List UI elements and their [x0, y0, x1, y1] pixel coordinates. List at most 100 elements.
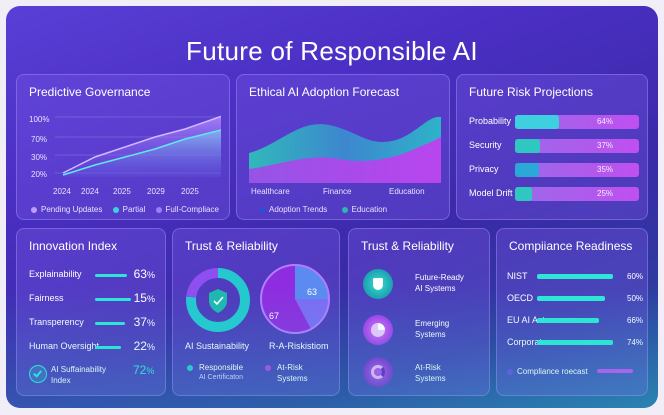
risk-value: 35% [597, 165, 614, 174]
legend-label-1a: Responsible [199, 363, 244, 372]
y-tick: 70% [31, 135, 48, 144]
item-label: AI Systems [415, 284, 456, 293]
footer-bar [597, 369, 633, 373]
innovation-bar [95, 322, 125, 325]
innovation-label: Explainability [29, 269, 82, 279]
legend-dot [31, 206, 37, 213]
x-tick: Healthcare [251, 187, 290, 196]
line-series-upper [62, 115, 221, 174]
innovation-bar [95, 274, 127, 277]
card-risk-projections: Future Risk Projections Probability 64% Se… [456, 74, 648, 220]
innovation-unit: % [146, 270, 155, 280]
dashboard-frame: Future of Responsible AI Predictive Gove… [6, 6, 658, 408]
legend-dot [112, 206, 119, 213]
card-heading: Predictive Governance [29, 85, 151, 99]
risk-pie-chart: 63 67 [260, 264, 330, 334]
compliance-bar [537, 274, 613, 279]
card-heading: Innovation Index [29, 239, 118, 253]
x-tick: Finance [323, 187, 352, 196]
risk-label: Privacy [469, 164, 499, 174]
x-tick: Education [389, 187, 425, 196]
donut-icon [371, 365, 385, 379]
risk-value: 25% [597, 189, 614, 198]
card-heading: Trust & Reliability [185, 239, 278, 253]
legend-label-2a: At-Risk [277, 363, 303, 372]
item-label: Emerging [415, 319, 450, 328]
x-tick: 2029 [147, 187, 165, 196]
risk-bar-fill [515, 139, 540, 153]
legend-label: Pending Updates [41, 205, 103, 214]
y-tick: 20% [31, 170, 48, 179]
card-heading: Trust & Reliability [361, 239, 454, 253]
pie-slice [295, 265, 329, 299]
legend-label: Education [351, 205, 388, 214]
risk-bar-track [515, 187, 639, 201]
pie-slice [295, 299, 329, 329]
legend-label-2b: Systems [277, 374, 308, 383]
compliance-label: Corporate [507, 337, 548, 347]
card-compliance-readiness: Compiiance Readiness NIST 60% OECD 50% EU AI… [496, 228, 648, 396]
legend-dot [341, 206, 348, 213]
area-series-lower [63, 130, 221, 177]
card-heading: Future Risk Projections [469, 85, 594, 99]
legend-dot [507, 369, 513, 375]
risk-value: 64% [597, 117, 614, 126]
item-label: At-Risk [415, 363, 441, 372]
risk-bar-track [515, 139, 639, 153]
innovation-unit: % [146, 342, 155, 352]
innovation-number: 63 [133, 267, 147, 281]
footer-unit: % [146, 366, 155, 376]
legend-label-1b: AI Certificaton [199, 374, 243, 381]
compliance-label: NIST [507, 271, 528, 281]
compliance-label: OECD [507, 293, 534, 303]
card-ethical-adoption: Ethical AI Adoption Forecast Healthcare … [236, 74, 450, 220]
innovation-bar [95, 346, 121, 349]
legend-label: Full-Compliace [165, 205, 219, 214]
card-predictive-governance: Predictive Governance 100% 70% 30% 20% [16, 74, 230, 220]
innovation-value: 22% [134, 339, 155, 353]
risk-bar-track [515, 163, 639, 177]
innovation-number: 15 [133, 291, 147, 305]
compliance-label: EU AI Act [507, 315, 546, 325]
risk-value: 37% [597, 141, 614, 150]
innovation-label: Human Oversight [29, 341, 100, 351]
compliance-value: 50% [627, 294, 644, 303]
check-icon [33, 368, 42, 378]
innovation-label: Transperency [29, 317, 84, 327]
compliance-bar [537, 318, 599, 323]
adoption-area-chart [249, 116, 441, 183]
item-label: Systems [415, 374, 446, 383]
innovation-value: 15% [134, 291, 155, 305]
risk-label: Probability [469, 116, 512, 126]
shield-icon [373, 278, 383, 290]
innovation-label: Fairness [29, 293, 64, 303]
pie-label: R-A-Riskistiom [269, 341, 329, 351]
item-label: Systems [415, 330, 446, 339]
card-innovation-index: Innovation Index Explainability 63% Fairne… [16, 228, 166, 396]
item-label: Future-Ready [415, 273, 464, 282]
legend: Pending Updates Partial Full-Compliace [31, 205, 219, 214]
pie-icon [371, 323, 385, 337]
sustainability-donut [186, 268, 250, 332]
line-series-lower [62, 129, 221, 176]
compliance-value: 74% [627, 338, 644, 347]
compliance-bar [537, 340, 613, 345]
compliance-bar [537, 296, 605, 301]
legend-dot [259, 206, 265, 213]
compliance-value: 60% [627, 272, 644, 281]
innovation-number: 37 [133, 315, 147, 329]
innovation-bar [95, 298, 131, 301]
legend-dot [187, 365, 193, 371]
legend-label: Partial [122, 205, 146, 214]
y-tick: 30% [31, 153, 48, 162]
at-risk-icon [363, 357, 393, 387]
card-heading: Ethical AI Adoption Forecast [249, 85, 400, 99]
x-tick: 2025 [113, 187, 131, 196]
x-tick: 2024 [53, 187, 71, 196]
x-tick: 2025 [181, 187, 199, 196]
emerging-icon [363, 315, 393, 345]
footer-value: 72% [133, 363, 154, 377]
x-tick: 2024 [81, 187, 99, 196]
innovation-unit: % [146, 294, 155, 304]
innovation-unit: % [146, 318, 155, 328]
